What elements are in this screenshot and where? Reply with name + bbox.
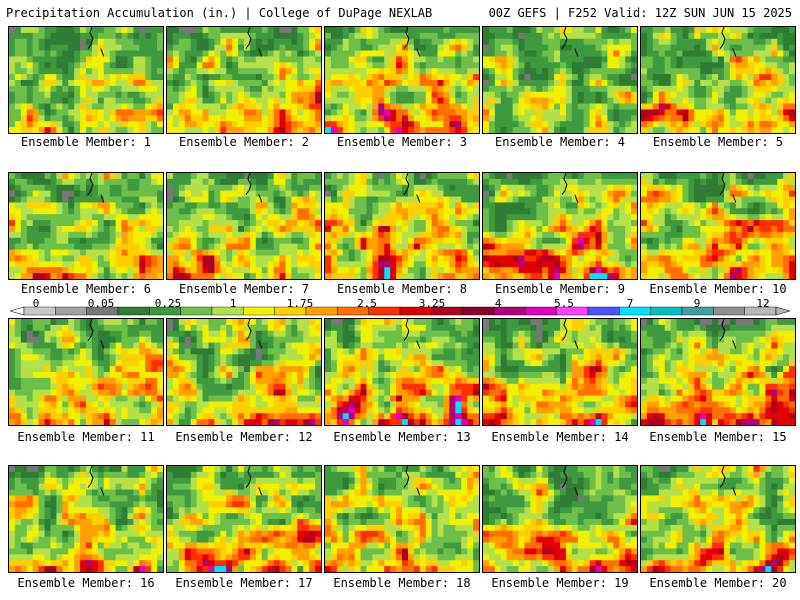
- ensemble-member-label: Ensemble Member: 19: [491, 576, 629, 590]
- ensemble-map-panel: [8, 465, 164, 573]
- ensemble-member-label: Ensemble Member: 7: [178, 282, 310, 296]
- colorbar-tick-label: 2.5: [357, 297, 377, 310]
- ensemble-member-label: Ensemble Member: 9: [494, 282, 626, 296]
- ensemble-map-panel: [8, 26, 164, 134]
- colorbar-swatch: [587, 306, 620, 316]
- ensemble-member-label: Ensemble Member: 20: [649, 576, 787, 590]
- colorbar-swatch: [650, 306, 683, 316]
- ensemble-member-label: Ensemble Member: 14: [491, 430, 629, 444]
- colorbar-tick-label: 1.75: [286, 297, 314, 310]
- colorbar-tick-label: 0: [32, 297, 40, 310]
- colorbar-tick-label: 1: [229, 297, 237, 310]
- ensemble-map-panel: [482, 318, 638, 426]
- ensemble-member-label: Ensemble Member: 15: [649, 430, 787, 444]
- ensemble-map-panel: [640, 465, 796, 573]
- model-run-info: 00Z GEFS | F252 Valid: 12Z SUN JUN 15 20…: [488, 6, 792, 20]
- ensemble-member-label: Ensemble Member: 10: [649, 282, 787, 296]
- colorbar-tick-label: 0.25: [154, 297, 182, 310]
- colorbar-tick-label: 9: [693, 297, 701, 310]
- colorbar-swatch: [619, 306, 651, 316]
- colorbar-swatch: [243, 306, 275, 316]
- ensemble-member-label: Ensemble Member: 11: [17, 430, 155, 444]
- colorbar-swatch: [180, 306, 213, 316]
- ensemble-map-panel: [166, 318, 322, 426]
- precip-colorbar: [10, 306, 790, 316]
- ensemble-member-label: Ensemble Member: 16: [17, 576, 155, 590]
- colorbar-min-arrow: [10, 306, 25, 316]
- colorbar-swatch: [23, 306, 56, 316]
- ensemble-map-panel: [482, 172, 638, 280]
- colorbar-max-arrow: [775, 306, 790, 316]
- ensemble-member-label: Ensemble Member: 17: [175, 576, 313, 590]
- ensemble-member-label: Ensemble Member: 6: [20, 282, 152, 296]
- colorbar-tick-label: 5.5: [554, 297, 574, 310]
- colorbar-swatch: [117, 306, 150, 316]
- ensemble-map-panel: [324, 26, 480, 134]
- ensemble-member-label: Ensemble Member: 4: [494, 135, 626, 149]
- ensemble-member-label: Ensemble Member: 18: [333, 576, 471, 590]
- ensemble-map-panel: [640, 172, 796, 280]
- ensemble-map-panel: [166, 465, 322, 573]
- colorbar-tick-label: 0.05: [87, 297, 115, 310]
- colorbar-swatch: [525, 306, 557, 316]
- ensemble-map-panel: [482, 465, 638, 573]
- ensemble-member-label: Ensemble Member: 1: [20, 135, 152, 149]
- ensemble-member-label: Ensemble Member: 8: [336, 282, 468, 296]
- ensemble-member-label: Ensemble Member: 5: [652, 135, 784, 149]
- colorbar-tick-label: 12: [756, 297, 770, 310]
- map-title: Precipitation Accumulation (in.) | Colle…: [6, 6, 433, 20]
- ensemble-member-label: Ensemble Member: 13: [333, 430, 471, 444]
- colorbar-tick-label: 7: [626, 297, 634, 310]
- ensemble-map-panel: [324, 465, 480, 573]
- ensemble-map-panel: [324, 172, 480, 280]
- colorbar-swatch: [211, 306, 244, 316]
- ensemble-map-panel: [640, 26, 796, 134]
- colorbar-swatch: [713, 306, 745, 316]
- colorbar-tick-label: 4: [494, 297, 502, 310]
- ensemble-map-panel: [640, 318, 796, 426]
- ensemble-map-panel: [166, 172, 322, 280]
- ensemble-map-panel: [324, 318, 480, 426]
- ensemble-member-label: Ensemble Member: 3: [336, 135, 468, 149]
- colorbar-swatch: [462, 306, 495, 316]
- ensemble-map-panel: [8, 172, 164, 280]
- colorbar-swatch: [55, 306, 87, 316]
- ensemble-map-panel: [482, 26, 638, 134]
- ensemble-map-panel: [8, 318, 164, 426]
- ensemble-member-label: Ensemble Member: 12: [175, 430, 313, 444]
- ensemble-map-panel: [166, 26, 322, 134]
- ensemble-member-label: Ensemble Member: 2: [178, 135, 310, 149]
- colorbar-tick-label: 3.25: [418, 297, 446, 310]
